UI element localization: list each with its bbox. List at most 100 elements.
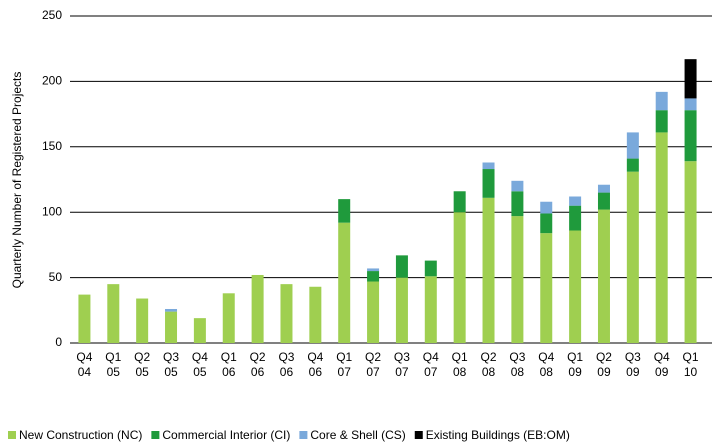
bar-segment bbox=[684, 98, 697, 111]
x-tick-label: 06 bbox=[309, 365, 323, 379]
x-tick-label: Q3 bbox=[278, 350, 294, 364]
bar-segment bbox=[597, 209, 610, 343]
x-tick-label: Q3 bbox=[163, 350, 179, 364]
y-axis-label: Quarterly Number of Registered Projects bbox=[10, 72, 24, 289]
x-tick-label: 08 bbox=[540, 365, 554, 379]
x-tick-label: 09 bbox=[597, 365, 611, 379]
bar-segment bbox=[453, 191, 466, 213]
bar-segment bbox=[222, 293, 235, 343]
x-tick-label: Q4 bbox=[654, 350, 670, 364]
legend-label: New Construction (NC) bbox=[19, 428, 142, 442]
y-tick-label: 0 bbox=[55, 335, 62, 349]
bar-segment bbox=[251, 274, 264, 343]
x-tick-label: 09 bbox=[626, 365, 640, 379]
bar-segment bbox=[280, 284, 293, 343]
x-tick-label: 08 bbox=[511, 365, 525, 379]
bar-segment bbox=[338, 199, 351, 223]
x-tick-label: Q2 bbox=[596, 350, 612, 364]
bar-segment bbox=[309, 286, 322, 343]
x-tick-label: Q1 bbox=[221, 350, 237, 364]
legend-swatch bbox=[414, 431, 423, 439]
x-tick-label: Q4 bbox=[538, 350, 554, 364]
x-tick-label: Q2 bbox=[134, 350, 150, 364]
x-tick-label: Q3 bbox=[625, 350, 641, 364]
x-tick-label: Q2 bbox=[365, 350, 381, 364]
bar-segment bbox=[395, 277, 408, 343]
x-tick-label: 07 bbox=[395, 365, 409, 379]
legend-swatch bbox=[299, 431, 308, 439]
x-tick-label: Q2 bbox=[250, 350, 266, 364]
x-tick-label: 09 bbox=[655, 365, 669, 379]
bar-segment bbox=[107, 284, 120, 343]
x-tick-label: 07 bbox=[366, 365, 380, 379]
bar-segment bbox=[78, 294, 91, 343]
bar-segment bbox=[367, 268, 380, 272]
bar-segment bbox=[655, 110, 668, 133]
bar-segment bbox=[482, 169, 495, 198]
x-tick-label: Q1 bbox=[336, 350, 352, 364]
x-tick-label: 07 bbox=[338, 365, 352, 379]
x-tick-label: 05 bbox=[164, 365, 178, 379]
bar-segment bbox=[136, 298, 149, 343]
bar-segment bbox=[424, 260, 437, 277]
y-tick-label: 150 bbox=[42, 139, 62, 153]
x-tick-label: 06 bbox=[251, 365, 265, 379]
bar-segment bbox=[453, 212, 466, 343]
bar-segment bbox=[540, 201, 553, 214]
bar-segment bbox=[511, 191, 524, 217]
x-tick-label: 06 bbox=[222, 365, 236, 379]
bar-segment bbox=[626, 171, 639, 343]
y-tick-label: 250 bbox=[42, 8, 62, 22]
x-tick-label: 08 bbox=[453, 365, 467, 379]
x-tick-label: Q1 bbox=[105, 350, 121, 364]
bar-segment bbox=[569, 230, 582, 343]
bar-segment bbox=[482, 197, 495, 343]
x-tick-label: Q4 bbox=[307, 350, 323, 364]
bar-segment bbox=[540, 233, 553, 343]
x-tick-label: Q4 bbox=[76, 350, 92, 364]
bar-segment bbox=[511, 216, 524, 343]
x-tick-label: Q4 bbox=[423, 350, 439, 364]
bar-segment bbox=[569, 196, 582, 206]
legend-label: Existing Buildings (EB:OM) bbox=[426, 428, 570, 442]
legend-label: Commercial Interior (CI) bbox=[162, 428, 290, 442]
bar-segment bbox=[684, 161, 697, 343]
y-tick-label: 50 bbox=[49, 270, 63, 284]
x-tick-label: 05 bbox=[107, 365, 121, 379]
bar-segment bbox=[597, 184, 610, 193]
bar-segment bbox=[193, 318, 206, 343]
bar-segment bbox=[597, 192, 610, 210]
x-tick-label: 10 bbox=[684, 365, 698, 379]
bar-segment bbox=[165, 308, 178, 312]
bar-segment bbox=[655, 91, 668, 111]
bar-segment bbox=[424, 276, 437, 343]
x-tick-label: 05 bbox=[135, 365, 149, 379]
bar-segment bbox=[482, 162, 495, 170]
legend-swatch bbox=[8, 431, 16, 439]
bar-segment bbox=[165, 311, 178, 343]
legend-label: Core & Shell (CS) bbox=[310, 428, 405, 442]
x-tick-label: 06 bbox=[280, 365, 294, 379]
bar-segment bbox=[511, 180, 524, 192]
bar-segment bbox=[338, 222, 351, 343]
bar-segment bbox=[684, 59, 697, 99]
bar-segment bbox=[626, 158, 639, 172]
bar-segment bbox=[684, 110, 697, 162]
y-tick-label: 200 bbox=[42, 74, 62, 88]
bar-segment bbox=[626, 132, 639, 159]
bar-segment bbox=[540, 213, 553, 234]
x-tick-label: Q1 bbox=[452, 350, 468, 364]
x-tick-label: Q3 bbox=[394, 350, 410, 364]
x-tick-label: Q1 bbox=[683, 350, 699, 364]
bar-segment bbox=[367, 271, 380, 282]
x-tick-label: Q2 bbox=[481, 350, 497, 364]
bar-segment bbox=[569, 205, 582, 231]
bar-segment bbox=[367, 281, 380, 343]
x-tick-label: Q4 bbox=[192, 350, 208, 364]
x-tick-label: 08 bbox=[482, 365, 496, 379]
x-tick-label: Q3 bbox=[509, 350, 525, 364]
x-tick-label: 05 bbox=[193, 365, 207, 379]
y-tick-label: 100 bbox=[42, 204, 62, 218]
x-tick-label: 07 bbox=[424, 365, 438, 379]
